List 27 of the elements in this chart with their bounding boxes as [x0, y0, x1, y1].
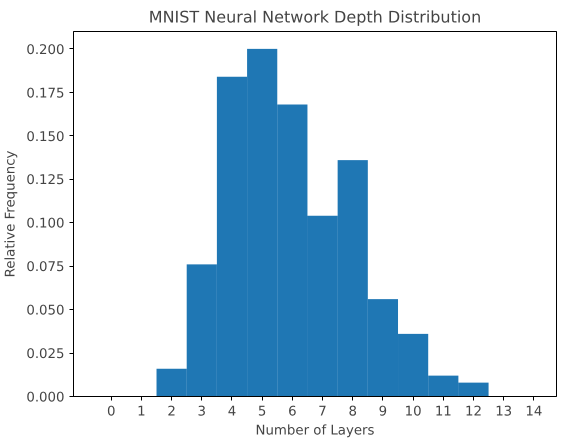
y-tick-label: 0.125 [26, 173, 64, 188]
y-tick-label: 0.075 [26, 260, 64, 276]
x-tick-label: 11 [434, 404, 452, 420]
x-tick-label: 0 [106, 404, 116, 420]
y-axis-title: Relative Frequency [3, 150, 18, 278]
y-tick-label: 0.050 [26, 304, 64, 319]
y-tick-label: 0.175 [26, 86, 64, 102]
x-tick-label: 6 [288, 404, 297, 420]
x-tick-label: 14 [525, 404, 542, 420]
chart-title: MNIST Neural Network Depth Distribution [148, 8, 482, 26]
y-tick-label: 0.150 [26, 130, 64, 145]
x-axis-title: Number of Layers [256, 424, 375, 438]
y-tick-label: 0.000 [26, 390, 64, 406]
x-tick-label: 8 [348, 404, 357, 420]
x-tick-label: 12 [465, 404, 482, 420]
x-tick-label: 5 [258, 404, 266, 420]
x-tick-label: 9 [378, 404, 388, 420]
x-tick-label: 10 [404, 404, 422, 420]
x-tick-label: 1 [137, 404, 146, 420]
y-tick-label: 0.200 [26, 42, 64, 58]
x-tick-label: 13 [495, 404, 512, 420]
y-tick-label: 0.025 [26, 347, 64, 362]
x-tick-label: 3 [198, 404, 206, 420]
y-tick-label: 0.100 [26, 216, 64, 232]
x-tick-label: 4 [228, 404, 236, 420]
x-tick-label: 2 [167, 404, 176, 420]
x-tick-label: 7 [318, 404, 327, 420]
